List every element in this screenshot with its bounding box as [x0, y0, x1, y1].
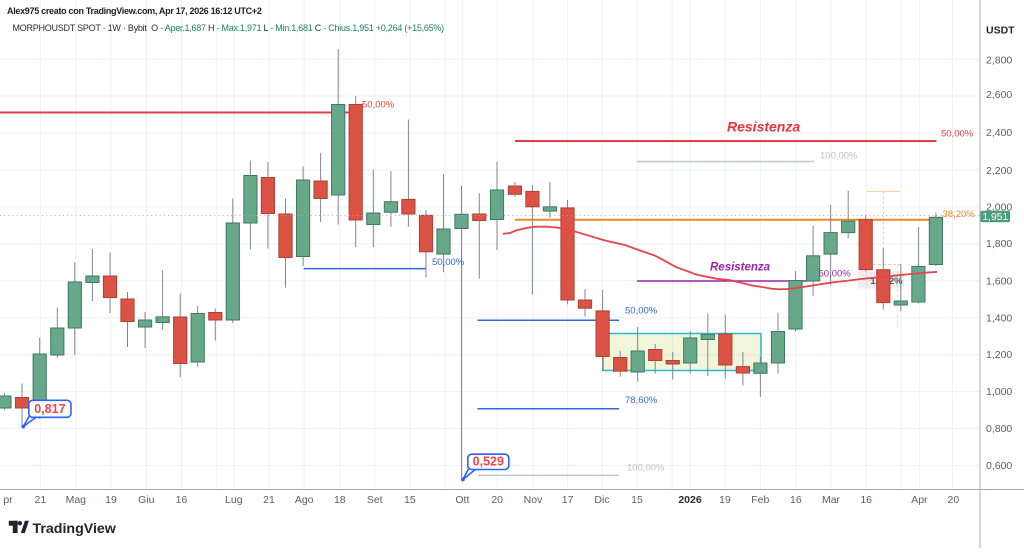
svg-text:Nov: Nov [524, 494, 543, 506]
svg-text:0,600: 0,600 [986, 460, 1012, 472]
svg-text:50,00%: 50,00% [819, 268, 852, 279]
svg-text:Feb: Feb [751, 494, 769, 506]
svg-text:Apr: Apr [911, 494, 928, 506]
svg-text:15: 15 [631, 494, 643, 506]
svg-text:100,00%: 100,00% [627, 462, 665, 473]
svg-text:1,400: 1,400 [986, 312, 1012, 324]
svg-text:17: 17 [562, 494, 574, 506]
svg-text:1,200: 1,200 [986, 349, 1012, 361]
svg-text:16: 16 [176, 494, 188, 506]
svg-text:18: 18 [334, 494, 346, 506]
svg-text:Resistenza: Resistenza [710, 262, 771, 274]
svg-text:2026: 2026 [678, 494, 702, 506]
svg-text:2,200: 2,200 [986, 165, 1012, 177]
svg-text:pr: pr [3, 494, 13, 506]
svg-text:MORPHOUSDT SPOT · 1W · Bybit: MORPHOUSDT SPOT · 1W · Bybit O - Aper.1,… [13, 23, 445, 33]
svg-text:2,400: 2,400 [986, 127, 1012, 139]
svg-text:Lug: Lug [225, 494, 243, 506]
svg-text:20: 20 [948, 494, 960, 506]
svg-text:Dic: Dic [594, 494, 609, 506]
svg-text:2,800: 2,800 [986, 55, 1012, 67]
svg-text:50,00%: 50,00% [362, 100, 395, 111]
svg-text:20: 20 [491, 494, 503, 506]
svg-text:50,00%: 50,00% [432, 257, 465, 268]
svg-text:0,800: 0,800 [986, 423, 1012, 435]
svg-text:1,000: 1,000 [986, 386, 1012, 398]
svg-text:21: 21 [35, 494, 47, 506]
svg-text:16: 16 [860, 494, 872, 506]
svg-text:TradingView: TradingView [33, 521, 117, 537]
svg-text:USDT: USDT [986, 25, 1015, 37]
svg-text:Mag: Mag [66, 494, 87, 506]
svg-text:0,817: 0,817 [34, 402, 65, 416]
svg-text:50,00%: 50,00% [941, 129, 974, 140]
svg-text:Giu: Giu [138, 494, 155, 506]
svg-text:Set: Set [367, 494, 383, 506]
svg-text:78,60%: 78,60% [625, 395, 658, 406]
svg-text:0,529: 0,529 [473, 454, 504, 468]
svg-text:1,951: 1,951 [982, 212, 1008, 223]
svg-text:1,600: 1,600 [986, 275, 1012, 287]
svg-text:100,00%: 100,00% [820, 151, 858, 162]
svg-text:Alex975 creato con TradingView: Alex975 creato con TradingView.com, Apr … [7, 6, 262, 16]
svg-text:50,00%: 50,00% [625, 305, 658, 316]
svg-text:19: 19 [105, 494, 117, 506]
svg-text:1,800: 1,800 [986, 238, 1012, 250]
svg-text:2,600: 2,600 [986, 89, 1012, 101]
svg-text:Resistenza: Resistenza [727, 119, 800, 135]
svg-text:19: 19 [719, 494, 731, 506]
svg-text:Ago: Ago [295, 494, 314, 506]
svg-text:21: 21 [263, 494, 275, 506]
svg-text:38,20%: 38,20% [943, 209, 976, 220]
svg-text:16: 16 [790, 494, 802, 506]
svg-text:Mar: Mar [822, 494, 841, 506]
svg-text:Ott: Ott [455, 494, 469, 506]
svg-text:2,000: 2,000 [986, 201, 1012, 213]
svg-text:15: 15 [404, 494, 416, 506]
